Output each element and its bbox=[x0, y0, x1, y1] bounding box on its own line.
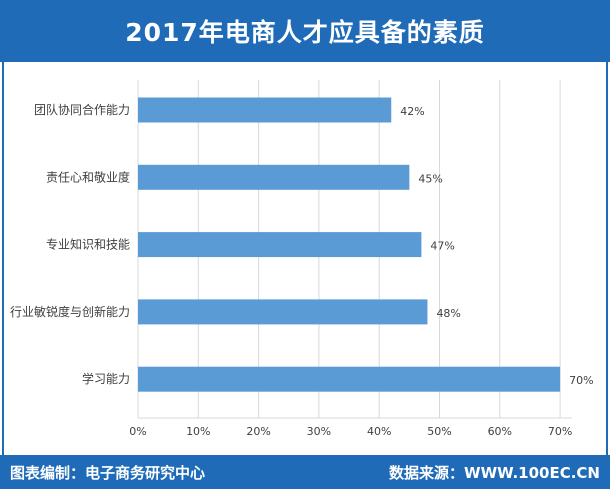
data-label: 45% bbox=[418, 172, 442, 185]
x-tick-label: 0% bbox=[129, 425, 146, 438]
chart-title: 2017年电商人才应具备的素质 bbox=[125, 18, 485, 47]
bar bbox=[138, 97, 392, 123]
data-label: 70% bbox=[569, 374, 593, 387]
bar bbox=[138, 164, 410, 190]
footer-data-source: 数据来源：WWW.100EC.CN bbox=[389, 463, 600, 482]
x-tick-label: 60% bbox=[488, 425, 512, 438]
x-tick-label: 10% bbox=[186, 425, 210, 438]
footer-banner: 图表编制：电子商务研究中心 数据来源：WWW.100EC.CN bbox=[0, 455, 610, 489]
category-label: 行业敏锐度与创新能力 bbox=[10, 304, 130, 319]
data-label: 48% bbox=[436, 307, 460, 320]
data-label: 47% bbox=[430, 240, 454, 253]
data-label: 42% bbox=[400, 105, 424, 118]
plot-area bbox=[2, 62, 608, 455]
bar bbox=[138, 366, 561, 392]
bar bbox=[138, 299, 428, 325]
footer-source-editor: 图表编制：电子商务研究中心 bbox=[10, 463, 206, 482]
x-tick-label: 70% bbox=[548, 425, 572, 438]
title-banner: 2017年电商人才应具备的素质 bbox=[0, 0, 610, 62]
x-tick-label: 20% bbox=[246, 425, 270, 438]
category-label: 团队协同合作能力 bbox=[34, 102, 130, 117]
x-tick-label: 40% bbox=[367, 425, 391, 438]
bar bbox=[138, 232, 422, 258]
category-label: 学习能力 bbox=[82, 371, 130, 386]
x-tick-label: 50% bbox=[427, 425, 451, 438]
category-label: 专业知识和技能 bbox=[46, 237, 130, 252]
category-label: 责任心和敬业度 bbox=[46, 169, 130, 184]
x-tick-label: 30% bbox=[307, 425, 331, 438]
